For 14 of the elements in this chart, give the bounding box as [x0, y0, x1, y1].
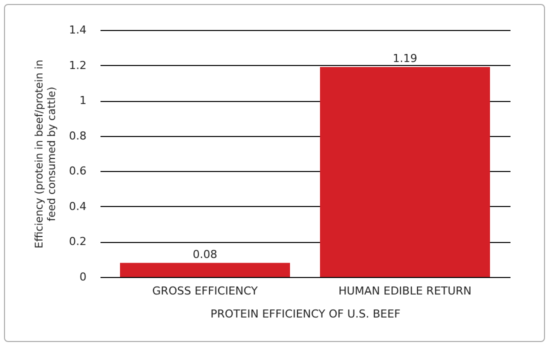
- y-tick-label: 1.4: [69, 24, 86, 36]
- x-tick-label: HUMAN EDIBLE RETURN: [338, 284, 472, 298]
- x-axis-title: PROTEIN EFFICIENCY OF U.S. BEEF: [210, 308, 401, 320]
- y-tick-label: 1.2: [69, 58, 86, 72]
- x-tick-label: GROSS EFFICIENCY: [152, 284, 258, 298]
- y-tick-label: 1: [80, 94, 86, 108]
- y-tick-label: 0.2: [69, 235, 86, 248]
- y-axis-title: Efficiency (protein in beef/protein in feed consumed by cattle): [34, 60, 58, 248]
- y-tick-label: 0.8: [69, 129, 86, 142]
- y-tick-label: 0: [80, 270, 86, 284]
- y-tick-label: 0.4: [69, 200, 86, 213]
- data-label: 1.19: [392, 52, 418, 66]
- data-label: 0.08: [192, 248, 218, 261]
- y-tick-label: 0.6: [69, 164, 86, 178]
